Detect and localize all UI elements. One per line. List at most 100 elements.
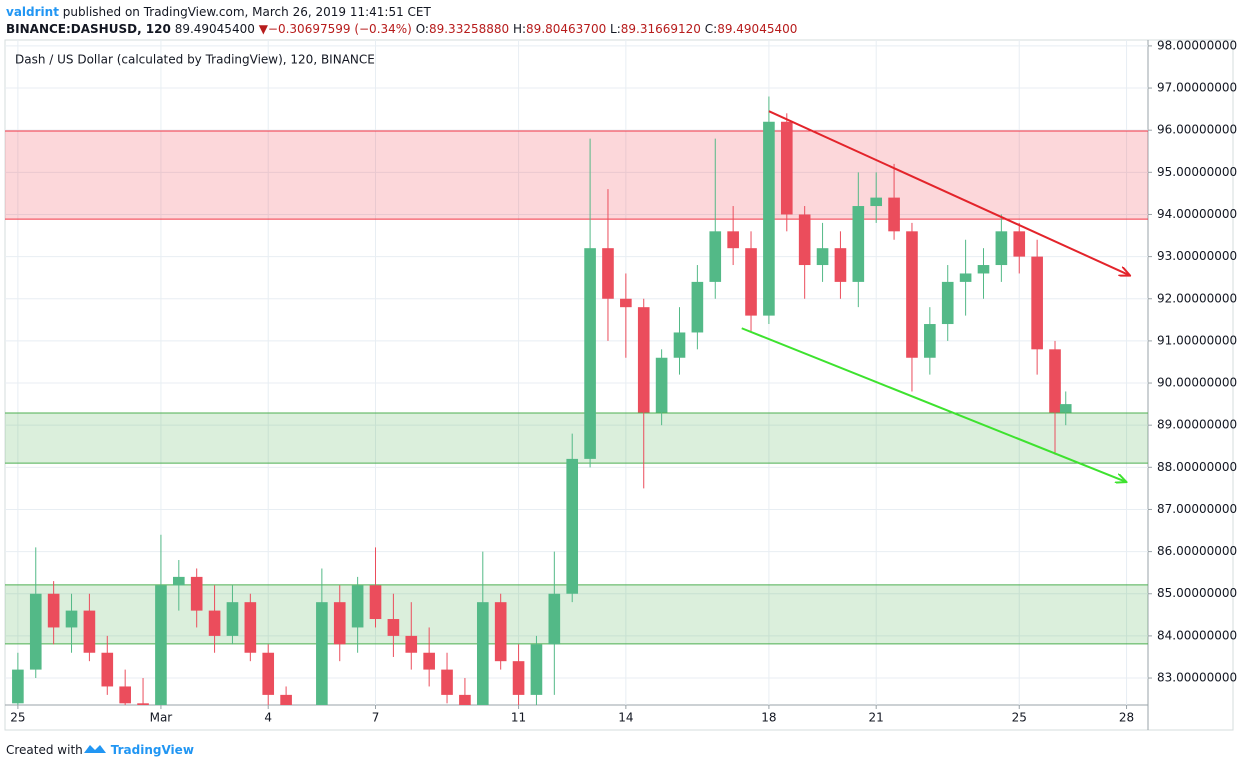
y-tick-label: 98.00000000	[1157, 38, 1237, 52]
x-tick-label: 14	[618, 711, 633, 725]
candle-body	[566, 458, 579, 594]
candle-body	[620, 298, 632, 308]
zone	[5, 412, 1148, 464]
y-tick-label: 83.00000000	[1157, 671, 1237, 685]
candle-body	[673, 332, 686, 358]
candle-body	[405, 635, 418, 653]
candle-body	[530, 644, 543, 695]
arrow: ▼	[259, 22, 269, 36]
chart-title: Dash / US Dollar (calculated by TradingV…	[15, 53, 375, 67]
candle-body	[262, 652, 275, 695]
y-tick-label: 92.00000000	[1157, 291, 1237, 305]
candle-body	[888, 197, 900, 232]
h-value: 89.80463700	[526, 22, 606, 36]
candle-body	[476, 602, 489, 705]
trendlines	[741, 110, 1130, 482]
x-tick-label: Mar	[150, 711, 173, 725]
candle-body	[441, 669, 453, 695]
candle-body	[1031, 256, 1043, 350]
candle-body	[745, 248, 757, 316]
candle-body	[870, 197, 883, 207]
candle-body	[190, 576, 203, 611]
candle-body	[959, 273, 972, 282]
candle-body	[119, 686, 131, 704]
candle-body	[637, 307, 650, 413]
trendline	[768, 110, 1130, 275]
h-label: H:	[513, 22, 526, 36]
candle-body	[12, 669, 24, 704]
candle-body	[977, 265, 990, 274]
quote-line: BINANCE:DASHUSD, 120 89.49045400 ▼−0.306…	[6, 22, 797, 36]
y-tick-label: 93.00000000	[1157, 249, 1237, 263]
candle-body	[584, 248, 596, 459]
candle-body	[351, 585, 364, 628]
candle-body	[369, 585, 382, 620]
zones	[5, 130, 1148, 645]
x-tick-label: 18	[761, 711, 776, 725]
candle-body	[1059, 404, 1072, 413]
candle-body	[208, 610, 221, 636]
candle-body	[83, 610, 96, 653]
candle-body	[155, 585, 167, 705]
l-value: 89.31669120	[621, 22, 701, 36]
trendline	[741, 327, 1127, 482]
zone	[5, 131, 1148, 220]
axes: 83.00000000 84.00000000 85.00000000 86.0000…	[10, 38, 1237, 724]
candle-body	[244, 602, 257, 653]
candle-body	[47, 593, 60, 628]
change: −0.30697599 (−0.34%)	[268, 22, 412, 36]
candle-body	[423, 652, 435, 670]
created-with: Created with TradingView	[6, 743, 194, 757]
candle-body	[333, 602, 346, 645]
candle-body	[512, 661, 525, 695]
symbol: BINANCE:DASHUSD, 120	[6, 22, 171, 36]
candle-body	[780, 121, 793, 215]
y-tick-label: 89.00000000	[1157, 418, 1237, 432]
candle-body	[727, 231, 739, 249]
candle-body	[852, 206, 865, 282]
candle-body	[816, 248, 829, 266]
y-tick-label: 95.00000000	[1157, 165, 1237, 179]
candle-body	[941, 281, 954, 325]
candle-body	[709, 231, 722, 282]
o-value: 89.33258880	[429, 22, 509, 36]
y-tick-label: 87.00000000	[1157, 502, 1237, 516]
y-tick-label: 86.00000000	[1157, 544, 1237, 558]
grid	[5, 40, 1148, 705]
brand-logo	[84, 745, 106, 753]
y-tick-label: 88.00000000	[1157, 460, 1237, 474]
candle-body	[29, 593, 42, 670]
last-price: 89.49045400	[175, 22, 255, 36]
published: published on TradingView.com, March 26, …	[63, 5, 432, 19]
created-text: Created with	[6, 743, 83, 757]
candle-body	[65, 610, 78, 628]
candle-body	[834, 248, 847, 282]
candle-body	[655, 357, 668, 413]
y-tick-label: 94.00000000	[1157, 207, 1237, 221]
y-tick-label: 97.00000000	[1157, 81, 1237, 95]
header-line: valdrint published on TradingView.com, M…	[6, 5, 431, 19]
x-tick-label: 11	[511, 711, 526, 725]
candle-body	[101, 652, 114, 687]
candle-body	[494, 602, 507, 662]
author: valdrint	[6, 5, 59, 19]
candle-body	[798, 214, 811, 266]
candle-body	[172, 576, 185, 586]
l-label: L:	[610, 22, 621, 36]
candle-body	[226, 602, 239, 636]
x-tick-label: 25	[10, 711, 25, 725]
x-tick-label: 25	[1012, 711, 1027, 725]
chart-frame	[4, 39, 1234, 731]
y-tick-label: 90.00000000	[1157, 376, 1237, 390]
candle-body	[995, 231, 1008, 266]
x-tick-label: 21	[869, 711, 884, 725]
candle-body	[387, 619, 400, 636]
x-tick-label: 28	[1119, 711, 1134, 725]
candles	[12, 96, 1072, 705]
candle-body	[280, 694, 292, 705]
candle-body	[602, 248, 614, 299]
candle-body	[137, 703, 149, 705]
y-tick-label: 91.00000000	[1157, 333, 1237, 347]
candle-body	[459, 694, 471, 705]
